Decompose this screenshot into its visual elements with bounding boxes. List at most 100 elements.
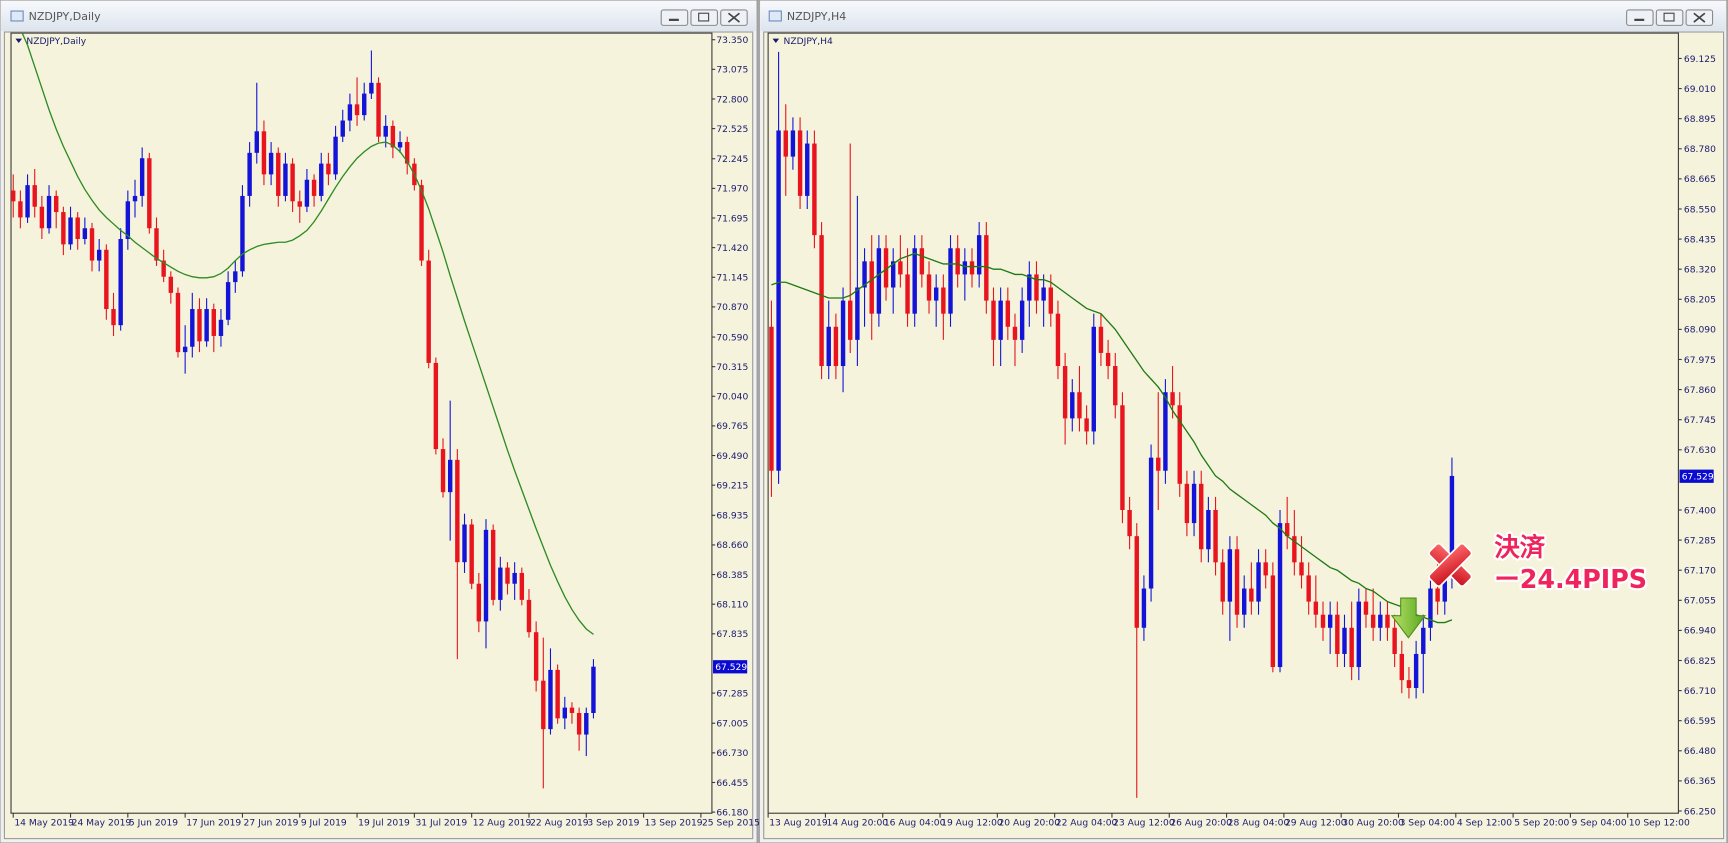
moving-average-line <box>771 252 1453 624</box>
x-tick-label: 12 Aug 2019 <box>473 818 532 828</box>
x-tick-label: 14 May 2019 <box>14 818 74 828</box>
x-tick-label: 13 Sep 2019 <box>645 818 703 828</box>
y-tick-label: 69.490 <box>716 452 748 462</box>
candle-body <box>883 248 889 288</box>
candle-body <box>1062 366 1068 419</box>
restore-icon <box>698 12 710 22</box>
candle-body <box>1299 562 1304 576</box>
candle-body <box>433 362 439 450</box>
x-tick-label: 5 Sep 20:00 <box>1514 818 1569 828</box>
y-tick-label: 67.005 <box>716 720 748 730</box>
y-tick-label: 70.040 <box>716 393 748 403</box>
x-tick-label: 5 Jun 2019 <box>129 818 178 828</box>
x-tick-label: 9 Jul 2019 <box>301 818 347 828</box>
x-tick-label: 3 Sep 2019 <box>587 818 639 828</box>
minimize-icon <box>668 18 679 21</box>
candle-body <box>869 261 874 314</box>
x-tick-label: 20 Aug 20:00 <box>998 818 1060 828</box>
x-tick-label: 9 Sep 04:00 <box>1572 818 1627 828</box>
candle-body <box>1156 457 1161 471</box>
candle-body <box>933 287 939 301</box>
candle-body <box>1199 483 1204 550</box>
candle-body <box>941 287 946 314</box>
y-tick-label: 71.145 <box>716 274 748 284</box>
candle-body <box>1392 627 1397 654</box>
candle-body <box>984 235 989 301</box>
minimize-button[interactable] <box>1626 9 1654 26</box>
y-tick-label: 67.285 <box>1684 536 1716 546</box>
y-tick-label: 66.595 <box>1684 717 1716 727</box>
x-tick-label: 25 Sep 2015 <box>702 818 760 828</box>
candle-body <box>1134 536 1139 628</box>
x-tick-label: 19 Aug 12:00 <box>941 818 1003 828</box>
x-tick-label: 31 Jul 2019 <box>415 818 467 828</box>
y-tick-label: 70.870 <box>716 303 748 313</box>
chart-marks: 73.350 73.075 72.800 72.525 72.245 71.970 71.6… <box>11 33 1716 828</box>
x-tick-label: 23 Aug 12:00 <box>1113 818 1175 828</box>
restore-button[interactable] <box>1655 9 1684 26</box>
y-tick-label: 68.895 <box>1684 115 1716 125</box>
candle-body <box>1349 627 1354 668</box>
candle-body <box>46 195 52 229</box>
minimize-button[interactable] <box>660 9 689 26</box>
symbol-marker <box>772 38 780 44</box>
x-tick-label: 16 Aug 04:00 <box>884 818 946 828</box>
x-tick-label: 26 Aug 20:00 <box>1170 818 1232 828</box>
candle-body <box>54 195 59 213</box>
candle-body <box>855 287 860 340</box>
candle-body <box>1098 326 1104 353</box>
candle-body <box>390 125 396 148</box>
candle-body <box>1435 588 1440 602</box>
annotation-text: 決済 <box>1494 532 1545 562</box>
candle-body <box>283 163 288 196</box>
moving-average-line <box>21 33 594 635</box>
y-tick-label: 72.800 <box>716 95 748 105</box>
candle-body <box>276 152 281 196</box>
y-tick-label: 68.385 <box>716 571 748 581</box>
x-tick-label: 19 Jul 2019 <box>358 818 410 828</box>
candle-body <box>576 712 582 735</box>
candle-body <box>1220 562 1225 602</box>
candle-body <box>1449 475 1455 576</box>
candle-body <box>526 599 532 633</box>
candle-body <box>147 158 152 229</box>
candle-body <box>769 326 774 471</box>
candle-body <box>218 319 224 336</box>
restore-button[interactable] <box>690 9 718 26</box>
candle-body <box>948 248 953 314</box>
candle-body <box>297 201 302 207</box>
candle-body <box>1327 614 1333 628</box>
symbol-label: NZDJPY,Daily <box>26 37 86 47</box>
candle-body <box>1385 614 1390 628</box>
plot <box>769 51 1455 798</box>
candle-body <box>18 201 23 218</box>
candle-body <box>111 309 116 326</box>
y-tick-label: 66.180 <box>716 808 748 818</box>
candle-body <box>591 666 596 713</box>
candle-body <box>476 583 482 622</box>
candle-body <box>1077 392 1082 419</box>
candle-body <box>533 632 539 681</box>
candle-body <box>541 680 546 730</box>
candle-body <box>848 300 853 340</box>
window-right: NZDJPY,H4 NZDJPY,H4 <box>758 0 1728 843</box>
candle-body <box>125 201 131 240</box>
candle-body <box>1177 405 1182 484</box>
y-tick-label: 72.245 <box>716 155 748 165</box>
y-tick-label: 67.170 <box>1684 567 1716 577</box>
candle-body <box>168 276 174 293</box>
candle-body <box>1399 653 1404 681</box>
candle-body <box>1120 405 1125 510</box>
candle-body <box>962 261 968 275</box>
y-tick-label: 69.010 <box>1684 85 1716 95</box>
candle-body <box>1027 274 1032 301</box>
candle-body <box>440 449 446 493</box>
y-tick-label: 71.695 <box>716 214 748 224</box>
candle-body <box>190 309 195 347</box>
y-tick-label: 68.320 <box>1684 265 1716 275</box>
candle-body <box>826 326 831 367</box>
candle-body <box>354 104 360 116</box>
candle-body <box>790 130 796 157</box>
candle-body <box>512 572 517 584</box>
y-tick-label: 66.730 <box>716 749 748 759</box>
